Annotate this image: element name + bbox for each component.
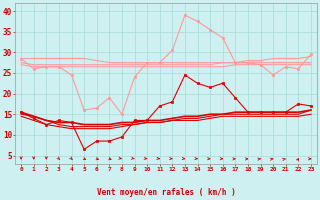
X-axis label: Vent moyen/en rafales ( km/h ): Vent moyen/en rafales ( km/h ): [97, 188, 236, 197]
